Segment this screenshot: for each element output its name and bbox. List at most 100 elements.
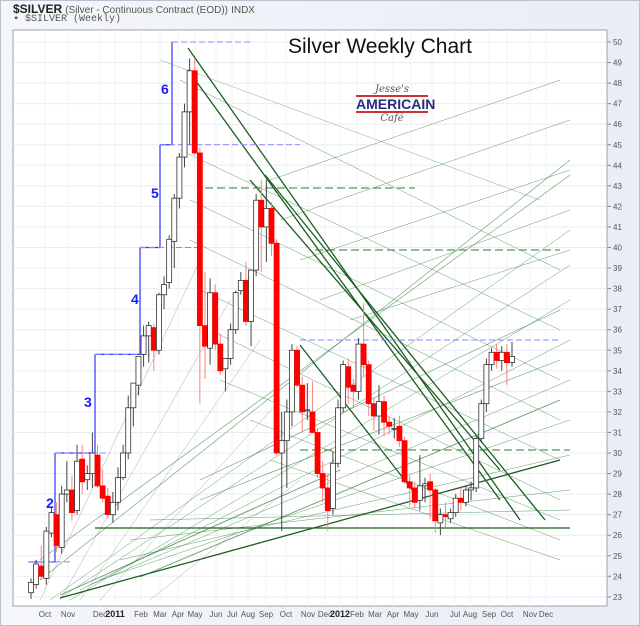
x-tick-label: Nov [61,610,75,619]
candle [304,383,311,421]
x-tick-label: Nov [301,610,315,619]
candle [309,381,316,433]
y-tick-label: 49 [613,59,622,68]
grey-lines [39,259,301,601]
x-tick-label: 2012 [330,609,350,619]
x-tick-label: Dec [93,610,107,619]
x-tick-label: Aug [241,610,255,619]
candle [28,578,34,599]
candle [473,436,480,493]
candle [212,284,219,351]
candle [253,194,260,277]
y-tick-label: 44 [613,161,622,170]
x-tick-label: Sep [482,610,497,619]
candle [43,526,50,585]
x-tick-label: May [403,610,418,619]
series-label: ▪ $SILVER (Weekly) [13,14,122,25]
candle [381,395,387,437]
candle [360,302,367,377]
x-tick-label: Apr [172,610,185,619]
candle [447,508,454,523]
candle [130,382,137,427]
x-tick-label: Feb [350,610,364,619]
x-tick-label: Jul [227,610,237,619]
y-tick-label: 30 [613,449,622,458]
y-tick-label: 47 [613,100,622,109]
wave-label: 6 [161,81,169,97]
candle [319,461,326,503]
candle [74,444,80,515]
x-tick-label: Apr [387,610,400,619]
candle [406,475,413,507]
candle [299,376,306,433]
wave-label: 2 [46,495,54,511]
cafe-logo: Jesse's AMERICAIN Café [356,84,436,124]
y-tick-label: 29 [613,470,622,479]
candle [340,360,347,412]
candle [33,559,40,589]
y-tick-label: 36 [613,326,622,335]
y-tick-label: 41 [613,223,622,232]
wave-label: 3 [84,394,92,410]
x-tick-label: Dec [318,610,332,619]
x-tick-label: Oct [501,610,514,619]
y-tick-label: 48 [613,79,622,88]
candle [248,269,254,347]
x-tick-label: May [187,610,202,619]
y-tick-label: 34 [613,367,622,376]
candle [432,487,439,534]
candle [222,358,229,392]
x-tick-label: Jul [450,610,460,619]
y-tick-label: 39 [613,264,622,273]
candle [140,325,147,367]
candle [217,333,224,375]
candle [396,416,403,447]
x-tick-label: Jun [210,610,223,619]
candle [166,235,173,289]
wave-label: 5 [151,185,159,201]
candle [232,290,239,334]
x-tick-label: 2011 [105,609,125,619]
candle [84,465,91,490]
candle [355,337,362,400]
candle [109,492,116,523]
candle [273,239,280,456]
symbol: $SILVER [13,2,63,16]
candle [181,103,188,168]
candle [171,194,178,269]
candle [483,358,490,412]
candle [509,342,515,367]
candle [115,467,121,511]
candle [191,58,198,156]
candle [79,444,86,495]
y-tick-label: 33 [613,387,622,396]
candle [176,152,183,209]
y-tick-label: 40 [613,244,622,253]
x-tick-label: Mar [153,610,167,619]
candle [335,399,341,468]
y-tick-label: 42 [613,202,622,211]
candle [330,450,336,515]
y-tick-label: 24 [613,572,622,581]
y-tick-label: 25 [613,552,622,561]
candle [278,411,285,532]
candle [365,360,372,417]
candles [28,58,515,599]
candle [161,276,167,310]
candle [345,358,352,404]
candle [468,481,474,501]
y-axis: 2324252627282930313233343536373839404142… [13,38,622,602]
candle [386,416,393,435]
candle [478,399,485,443]
y-tick-label: 23 [613,593,622,602]
candle [401,436,408,484]
y-tick-label: 50 [613,38,622,47]
x-tick-label: Oct [39,610,52,619]
symbol-description: (Silver - Continuous Contract (EOD)) [65,5,229,16]
y-tick-label: 38 [613,285,622,294]
x-tick-label: Feb [134,610,148,619]
x-tick-label: Nov [523,610,537,619]
y-tick-label: 35 [613,346,622,355]
trend-lines [39,47,571,601]
